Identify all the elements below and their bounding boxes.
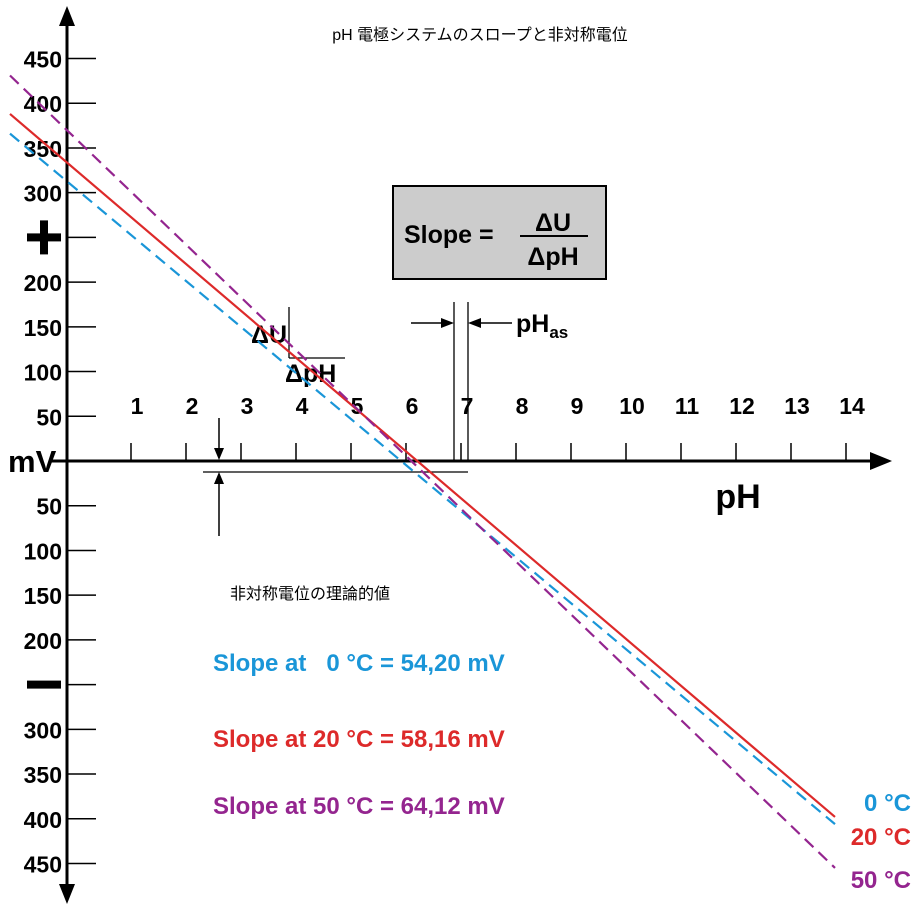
y-tick-label: 350 (24, 762, 62, 788)
series-line (9, 113, 836, 818)
slope-formula-numerator: ΔU (535, 209, 571, 237)
y-tick-label: 100 (24, 360, 62, 386)
y-tick-label: 450 (24, 851, 62, 877)
y-tick-label: 200 (24, 270, 62, 296)
y-tick-label: 50 (36, 404, 62, 430)
y-tick-label: 150 (24, 315, 62, 341)
asymmetry-annotation: 非対称電位の理論的値 (230, 585, 390, 603)
x-axis-title: pH (715, 478, 760, 516)
axes: 450 400 350 300 200 150 100 50 50 100 150 200 300 350… (8, 6, 892, 904)
series-end-label: 0 °C (864, 790, 911, 817)
slope-formula-box: Slope = ΔU ΔpH (392, 185, 607, 280)
x-tick-label: 1 (131, 393, 144, 419)
series-labels: 0 °C 20 °C 50 °C (851, 790, 911, 894)
legend: Slope at 0 °C = 54,20 mV Slope at 20 °C =… (213, 650, 505, 820)
series-layer (9, 74, 836, 869)
x-tick-label: 4 (296, 393, 309, 419)
y-axis-arrow-up (59, 6, 75, 26)
x-tick-label: 8 (516, 393, 529, 419)
series-end-label: 20 °C (851, 824, 911, 851)
slope-formula-denominator: ΔpH (527, 243, 578, 271)
y-tick-label: 350 (24, 136, 62, 162)
series-end-label: 50 °C (851, 867, 911, 894)
legend-entry: Slope at 0 °C = 54,20 mV (213, 650, 505, 677)
series-line (9, 132, 836, 825)
legend-entry: Slope at 20 °C = 58,16 mV (213, 726, 505, 753)
y-tick-label: 300 (24, 181, 62, 207)
delta-ph-label: ΔpH (285, 360, 336, 388)
x-axis-arrow (870, 452, 892, 470)
y-tick-label: 50 (36, 494, 62, 520)
x-tick-label: 3 (241, 393, 254, 419)
chart-title: pH 電極システムのスロープと非対称電位 (332, 26, 627, 44)
x-tick-label: 6 (406, 393, 419, 419)
minus-sign-bar (27, 680, 61, 689)
x-tick-label: 10 (619, 393, 645, 419)
asymmetry-markers: pHas (411, 302, 568, 461)
ph-as-label: pHas (516, 310, 568, 342)
y-tick-label: 400 (24, 807, 62, 833)
x-tick-label: 9 (571, 393, 584, 419)
y-tick-label: 100 (24, 538, 62, 564)
x-tick-label: 2 (186, 393, 199, 419)
x-tick-label: 11 (675, 393, 700, 419)
x-tick-label: 13 (784, 393, 810, 419)
x-tick-label: 7 (461, 393, 474, 419)
y-axis-arrow-down (59, 884, 75, 904)
y-tick-label: 150 (24, 583, 62, 609)
x-tick-label: 14 (839, 393, 865, 419)
y-tick-label: 200 (24, 628, 62, 654)
slope-formula-prefix: Slope = (404, 221, 501, 249)
series-line (9, 74, 836, 869)
x-tick-label: 12 (729, 393, 755, 419)
plus-sign-bar-v (40, 220, 48, 255)
y-axis-title: mV (8, 444, 57, 479)
legend-entry: Slope at 50 °C = 64,12 mV (213, 793, 505, 820)
y-tick-label: 450 (24, 47, 62, 73)
y-tick-label: 300 (24, 717, 62, 743)
